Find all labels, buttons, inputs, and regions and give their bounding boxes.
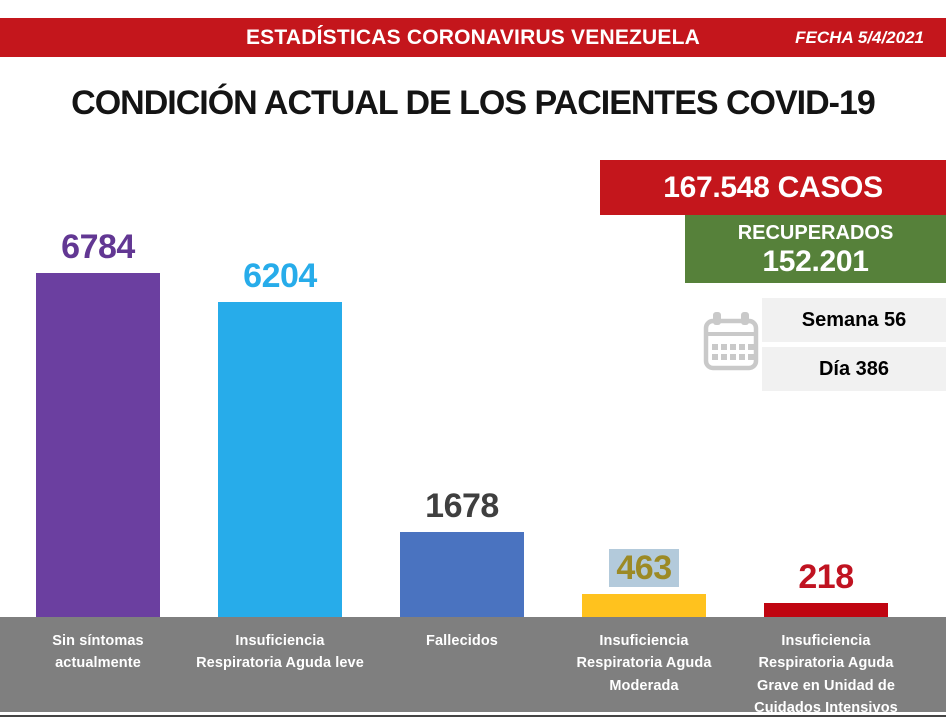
bar-insuficiencia-respiratoria-aguda bbox=[218, 302, 342, 617]
bar-value-text: 1678 bbox=[425, 487, 499, 525]
category-label-insuficiencia-respiratoria-aguda: Insuficiencia Respiratoria Aguda Grave e… bbox=[754, 633, 898, 717]
category-label-fallecidos: Fallecidos bbox=[426, 633, 498, 649]
bar-value-text: 463 bbox=[609, 549, 679, 587]
bar-insuficiencia-respiratoria-aguda bbox=[764, 603, 888, 617]
banner-date: FECHA 5/4/2021 bbox=[795, 28, 924, 47]
bar-value-text: 6204 bbox=[243, 257, 317, 295]
banner-title: ESTADÍSTICAS CORONAVIRUS VENEZUELA bbox=[245, 26, 701, 49]
bar-value-text: 6784 bbox=[61, 228, 135, 266]
recovered-value: 152.201 bbox=[762, 245, 869, 278]
category-axis-band bbox=[0, 617, 946, 712]
top-banner: ESTADÍSTICAS CORONAVIRUS VENEZUELA FECHA… bbox=[0, 18, 946, 57]
recovered-label: RECUPERADOS bbox=[737, 222, 894, 244]
bar-sin-sintomas-actualmente bbox=[36, 273, 160, 617]
bar-value-insuficiencia-respiratoria-aguda: 6204 bbox=[180, 256, 380, 296]
page-title: CONDICIÓN ACTUAL DE LOS PACIENTES COVID-… bbox=[71, 84, 876, 122]
category-label-insuficiencia-respiratoria-aguda: Insuficiencia Respiratoria Aguda leve bbox=[196, 633, 364, 672]
bar-value-insuficiencia-respiratoria-aguda: 463 bbox=[544, 548, 744, 588]
category-label-sin-sintomas-actualmente: Sin síntomas actualmente bbox=[52, 633, 144, 672]
bottom-border bbox=[0, 715, 946, 717]
day-badge: Día 386 bbox=[762, 347, 946, 391]
bar-insuficiencia-respiratoria-aguda bbox=[582, 594, 706, 617]
bar-fallecidos bbox=[400, 532, 524, 617]
recovered-box: RECUPERADOS 152.201 bbox=[685, 215, 946, 283]
bar-value-fallecidos: 1678 bbox=[362, 486, 562, 526]
bar-value-text: 218 bbox=[798, 558, 854, 596]
total-cases-banner: 167.548 CASOS bbox=[600, 160, 946, 215]
calendar-icon bbox=[703, 312, 759, 371]
week-badge: Semana 56 bbox=[762, 298, 946, 342]
bar-value-sin-sintomas-actualmente: 6784 bbox=[0, 227, 198, 267]
category-label-insuficiencia-respiratoria-aguda: Insuficiencia Respiratoria Aguda Moderad… bbox=[576, 633, 712, 694]
bar-value-insuficiencia-respiratoria-aguda: 218 bbox=[726, 557, 926, 597]
